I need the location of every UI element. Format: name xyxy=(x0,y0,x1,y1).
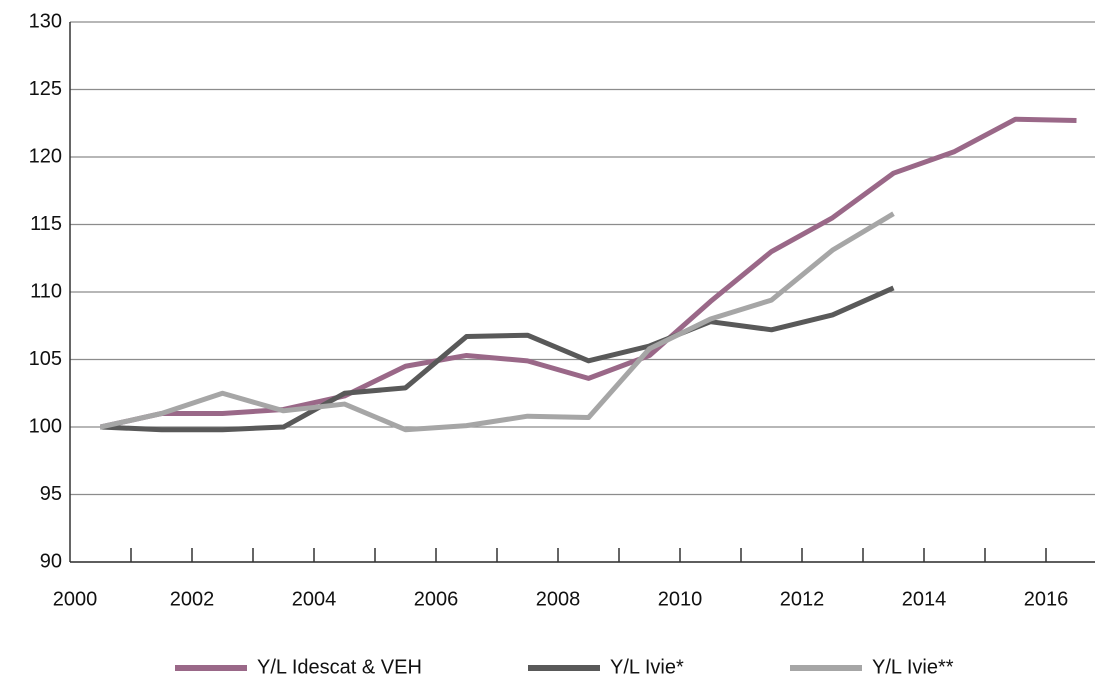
y-tick-label: 115 xyxy=(30,213,62,235)
x-tick-label: 2008 xyxy=(536,588,581,610)
series-line xyxy=(99,211,895,433)
legend-label: Y/L Ivie* xyxy=(610,656,684,678)
legend-label: Y/L Ivie** xyxy=(872,656,954,678)
x-tick-label: 2014 xyxy=(902,588,947,610)
y-tick-label: 125 xyxy=(29,78,62,100)
series-line xyxy=(100,285,895,433)
y-tick-label: 90 xyxy=(40,550,62,572)
y-tick-label: 100 xyxy=(29,415,62,437)
x-tick-label: 2016 xyxy=(1024,588,1069,610)
y-tick-label: 95 xyxy=(40,483,62,505)
series-line xyxy=(99,116,1077,430)
y-tick-label: 110 xyxy=(30,280,62,302)
y-tick-label: 120 xyxy=(29,145,62,167)
y-tick-label: 130 xyxy=(29,10,62,32)
x-tick-label: 2012 xyxy=(780,588,825,610)
y-tick-label: 105 xyxy=(29,348,62,370)
x-tick-label: 2010 xyxy=(658,588,703,610)
x-tick-label: 2004 xyxy=(292,588,337,610)
x-tick-label: 2006 xyxy=(414,588,459,610)
x-tick-label: 2002 xyxy=(170,588,215,610)
legend-label: Y/L Idescat & VEH xyxy=(257,656,422,678)
x-tick-label: 2000 xyxy=(53,588,98,610)
